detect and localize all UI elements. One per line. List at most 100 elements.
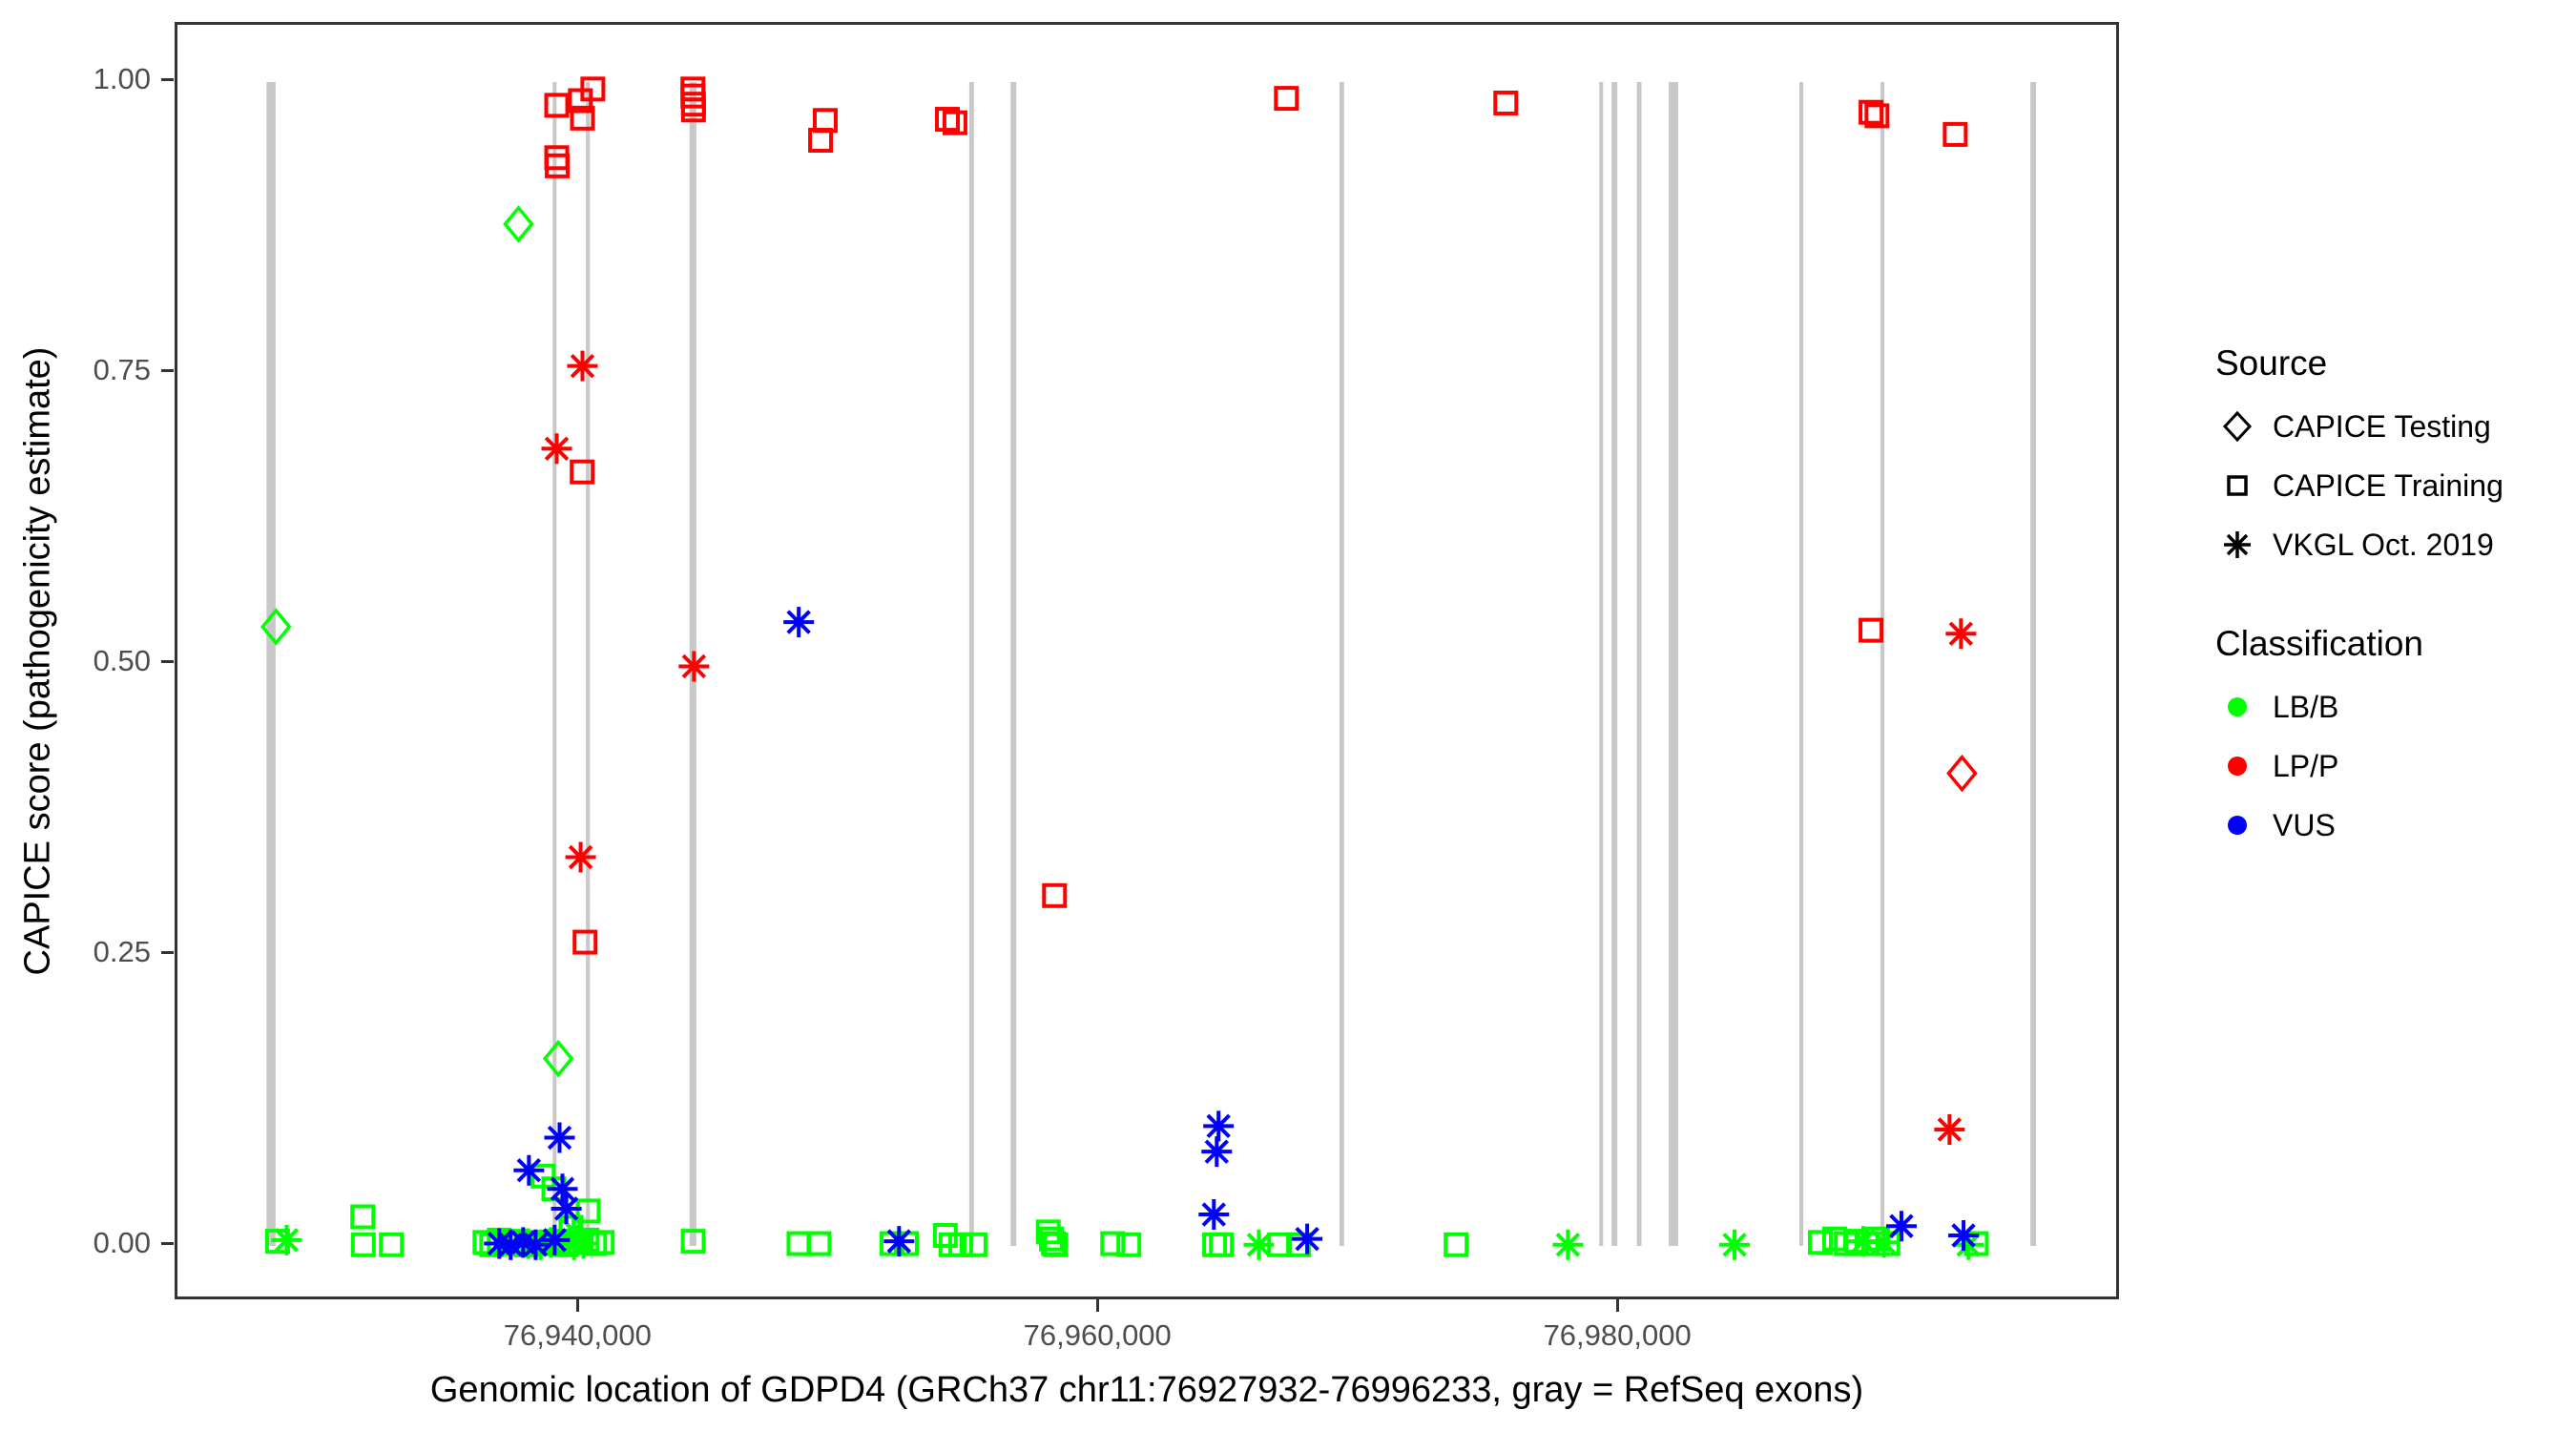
- data-point: [568, 1228, 599, 1259]
- data-point: [783, 607, 815, 638]
- data-point: [520, 1229, 551, 1260]
- data-point: [558, 1214, 584, 1240]
- legend-source-title: Source: [2215, 343, 2328, 383]
- legend-item-capice-testing: CAPICE Testing: [2215, 397, 2568, 456]
- data-point: [1286, 1232, 1312, 1257]
- data-point: [1847, 1226, 1879, 1257]
- y-axis-title: CAPICE score (pathogenicity estimate): [17, 346, 58, 976]
- data-point: [503, 205, 534, 243]
- data-point: [1274, 86, 1299, 112]
- y-tick-label: 0.25: [93, 935, 151, 968]
- data-point: [260, 608, 292, 646]
- data-point: [1116, 1232, 1142, 1257]
- plot-panel: [175, 22, 2119, 1299]
- data-point: [1945, 618, 1977, 650]
- legend-item-label: VKGL Oct. 2019: [2273, 527, 2494, 562]
- data-point: [1201, 1136, 1233, 1168]
- data-point: [547, 1173, 578, 1205]
- data-point: [1042, 882, 1068, 908]
- data-point: [1868, 1227, 1900, 1258]
- data-point: [680, 97, 706, 123]
- data-point: [570, 459, 595, 485]
- legend-spacer: [2215, 574, 2568, 624]
- exon-bar: [968, 82, 974, 1246]
- data-point: [1043, 1232, 1069, 1257]
- data-point: [786, 1231, 812, 1256]
- x-tick-mark: [1615, 1299, 1619, 1312]
- data-point: [1719, 1229, 1751, 1260]
- data-point: [935, 107, 961, 133]
- blue-dot-icon: [2215, 814, 2259, 837]
- data-point: [1203, 1110, 1235, 1142]
- data-point: [1552, 1229, 1584, 1260]
- data-point: [570, 105, 595, 131]
- legend-item-label: CAPICE Training: [2273, 467, 2503, 503]
- data-point: [1493, 90, 1519, 115]
- data-point: [350, 1232, 376, 1257]
- y-tick-label: 0.50: [93, 644, 151, 677]
- data-point: [1198, 1199, 1230, 1231]
- data-point: [567, 350, 598, 382]
- data-point: [1942, 121, 1968, 147]
- legend-item-vus: VUS: [2215, 796, 2568, 855]
- exon-bar: [1880, 82, 1885, 1246]
- data-point: [572, 929, 598, 955]
- exon-bar: [266, 82, 276, 1246]
- diamond-icon: [2215, 410, 2259, 443]
- data-point: [1934, 1114, 1965, 1145]
- data-point: [962, 1232, 987, 1257]
- data-point: [1292, 1223, 1323, 1255]
- data-point: [545, 153, 571, 178]
- data-point: [539, 1224, 571, 1255]
- data-point: [808, 128, 834, 153]
- data-point: [1946, 754, 1978, 793]
- square-icon: [2215, 473, 2259, 498]
- legend-item-lbb: LB/B: [2215, 677, 2568, 736]
- exon-bar: [586, 82, 591, 1246]
- x-tick-label: 76,940,000: [503, 1318, 652, 1352]
- data-point: [271, 1224, 302, 1255]
- x-axis-title: Genomic location of GDPD4 (GRCh37 chr11:…: [429, 1370, 1864, 1410]
- data-point: [580, 76, 606, 102]
- data-point: [1202, 1232, 1228, 1257]
- data-point: [680, 1229, 706, 1255]
- legend: Source CAPICE Testing CAPICE Training: [2215, 343, 2568, 855]
- red-dot-icon: [2215, 755, 2259, 778]
- data-point: [495, 1229, 527, 1260]
- data-point: [1209, 1232, 1235, 1257]
- data-point: [565, 841, 596, 873]
- data-point: [1953, 1229, 1984, 1260]
- asterisk-icon: [2215, 529, 2259, 561]
- data-point: [350, 1204, 376, 1230]
- y-tick-mark: [161, 659, 174, 663]
- green-dot-icon: [2215, 695, 2259, 718]
- legend-item-lpp: LP/P: [2215, 736, 2568, 796]
- legend-item-label: CAPICE Testing: [2273, 408, 2491, 444]
- data-point: [1444, 1232, 1469, 1257]
- legend-classification-title: Classification: [2215, 624, 2423, 663]
- data-point: [508, 1227, 539, 1258]
- x-tick-mark: [1095, 1299, 1099, 1312]
- data-point: [513, 1154, 545, 1186]
- exon-bar: [1799, 82, 1804, 1246]
- exon-bar: [1668, 82, 1679, 1246]
- data-point: [806, 1231, 832, 1256]
- data-point: [1243, 1229, 1275, 1260]
- data-point: [544, 1122, 575, 1153]
- data-point: [1859, 617, 1884, 643]
- data-point: [1039, 1226, 1065, 1252]
- data-point: [1100, 1231, 1126, 1256]
- exon-bar: [2030, 82, 2037, 1246]
- x-tick-label: 76,960,000: [1023, 1318, 1172, 1352]
- exon-bar: [1636, 82, 1642, 1246]
- data-point: [1948, 1220, 1980, 1252]
- data-point: [812, 108, 838, 134]
- data-point: [947, 1232, 973, 1257]
- legend-item-vkgl: VKGL Oct. 2019: [2215, 515, 2568, 574]
- data-point: [541, 433, 572, 465]
- data-point: [1885, 1211, 1917, 1242]
- legend-item-label: LP/P: [2273, 748, 2339, 783]
- y-tick-mark: [161, 77, 174, 81]
- exon-bar: [1339, 82, 1344, 1246]
